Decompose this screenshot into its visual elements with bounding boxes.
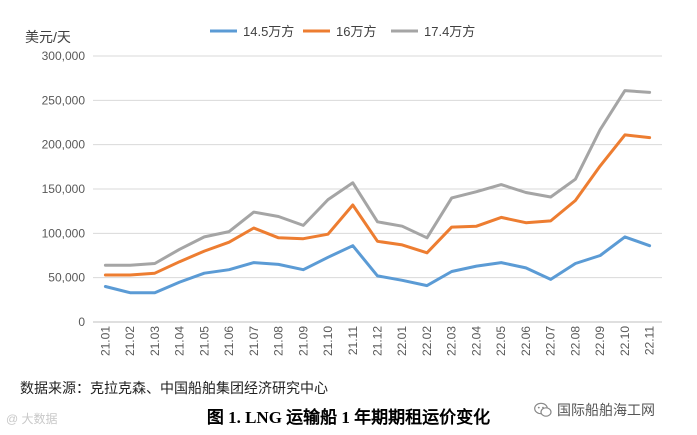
- x-tick-label: 21.02: [123, 326, 137, 356]
- x-tick-label: 22.08: [568, 326, 582, 356]
- series-line: [103, 133, 652, 277]
- x-tick-label: 22.09: [593, 326, 607, 356]
- y-tick-label: 150,000: [42, 182, 86, 196]
- line-chart: 美元/天 0 50,000 100,000 150,000 200,000 250,000…: [25, 24, 662, 356]
- x-tick-label: 22.01: [395, 326, 409, 356]
- legend-label: 16万方: [336, 24, 376, 39]
- x-tick-label: 21.11: [346, 326, 360, 355]
- y-tick-label: 0: [78, 315, 85, 329]
- x-tick-label: 21.07: [247, 326, 261, 356]
- figure-caption: 图 1. LNG 运输船 1 年期期租运价变化: [206, 408, 491, 427]
- x-tick-label: 21.01: [98, 326, 112, 356]
- wechat-icon: [534, 402, 552, 417]
- x-tick-label: 21.04: [173, 326, 187, 356]
- watermark-left: @ 大数据: [6, 412, 58, 426]
- series-line: [103, 235, 652, 295]
- legend-entry: 14.5万方: [210, 24, 294, 39]
- data-source-note: 数据来源：克拉克森、中国船舶集团经济研究中心: [20, 380, 328, 396]
- x-tick-label: 22.04: [469, 326, 483, 356]
- series-line: [103, 89, 652, 267]
- x-tick-label: 22.03: [445, 326, 459, 356]
- x-tick-label: 21.10: [321, 326, 335, 356]
- y-axis-unit-label: 美元/天: [25, 29, 71, 45]
- legend-entry: 17.4万方: [391, 24, 475, 39]
- legend-label: 17.4万方: [424, 24, 475, 39]
- y-tick-label: 300,000: [42, 49, 86, 63]
- x-tick-label: 21.12: [371, 326, 385, 356]
- x-tick-label: 22.02: [420, 326, 434, 356]
- y-tick-labels: 0 50,000 100,000 150,000 200,000 250,000 300,0…: [42, 49, 86, 329]
- x-tick-label: 21.06: [222, 326, 236, 356]
- watermark-right: 国际船舶海工网: [534, 400, 655, 420]
- x-tick-label: 21.08: [272, 326, 286, 356]
- y-tick-label: 50,000: [48, 271, 85, 285]
- series-lines: [103, 89, 652, 295]
- y-tick-label: 100,000: [42, 226, 86, 240]
- x-tick-labels: 21.01 21.02 21.03 21.04 21.05 21.06 21.07 21.08…: [98, 326, 656, 356]
- x-tick-label: 22.06: [519, 326, 533, 356]
- y-tick-label: 200,000: [42, 138, 86, 152]
- x-tick-label: 21.05: [197, 326, 211, 356]
- watermark-right-text: 国际船舶海工网: [557, 402, 655, 418]
- x-tick-label: 22.10: [618, 326, 632, 356]
- x-tick-label: 22.11: [643, 326, 657, 355]
- x-tick-label: 21.03: [148, 326, 162, 356]
- y-tick-label: 250,000: [42, 93, 86, 107]
- legend-label: 14.5万方: [243, 24, 294, 39]
- legend: 14.5万方 16万方 17.4万方: [210, 24, 475, 39]
- legend-entry: 16万方: [303, 24, 376, 39]
- x-tick-label: 21.09: [296, 326, 310, 356]
- x-tick-label: 22.05: [494, 326, 508, 356]
- x-tick-label: 22.07: [544, 326, 558, 356]
